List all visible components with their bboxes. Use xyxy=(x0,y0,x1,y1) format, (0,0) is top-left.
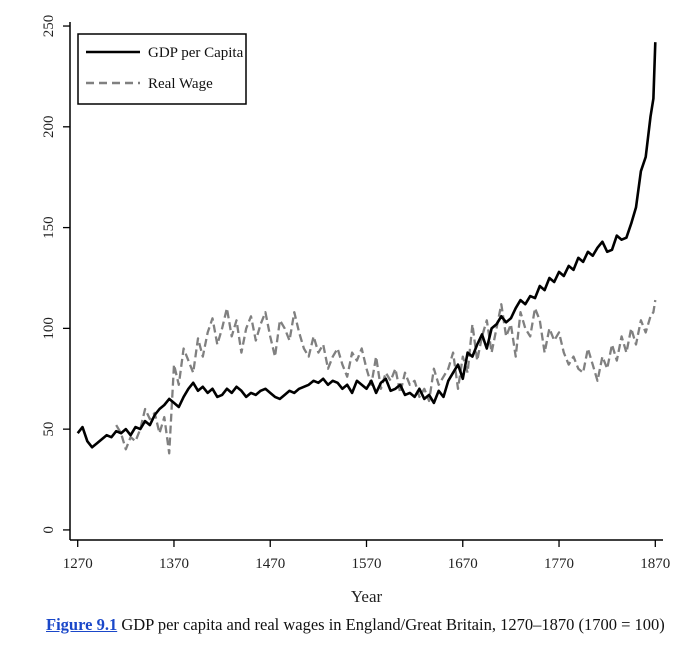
legend-label-gdp: GDP per Capita xyxy=(148,45,244,61)
y-tick-label: 150 xyxy=(41,216,57,239)
legend-box xyxy=(77,33,247,105)
legend: GDP per Capita Real Wage xyxy=(77,33,247,105)
x-tick-label: 1770 xyxy=(544,556,574,572)
caption-text: GDP per capita and real wages in England… xyxy=(117,615,665,634)
figure-link[interactable]: Figure 9.1 xyxy=(46,615,118,634)
x-tick-label: 1570 xyxy=(352,556,382,572)
line-chart: 0 50 100 150 200 250 1270 1370 1470 1570 1670 1770 1… xyxy=(41,15,670,606)
y-tick-label: 0 xyxy=(41,526,57,534)
x-axis-title: Year xyxy=(351,587,383,606)
x-tick-label: 1670 xyxy=(448,556,478,572)
axes: 0 50 100 150 200 250 1270 1370 1470 1570 1670 1770 1… xyxy=(41,15,670,606)
y-tick-label: 200 xyxy=(41,116,57,139)
series-line-gdp-per-capita xyxy=(76,42,657,449)
x-tick-label: 1870 xyxy=(640,556,670,572)
series-layer xyxy=(76,42,657,455)
x-tick-label: 1270 xyxy=(63,556,93,572)
figure-caption: Figure 9.1 GDP per capita and real wages… xyxy=(46,615,686,635)
y-tick-label: 250 xyxy=(41,15,57,38)
x-tick-label: 1370 xyxy=(159,556,189,572)
series-line-real-wage xyxy=(115,299,657,455)
legend-label-real-wage: Real Wage xyxy=(148,76,213,92)
y-tick-label: 50 xyxy=(41,422,57,437)
y-tick-label: 100 xyxy=(41,317,57,340)
x-tick-label: 1470 xyxy=(255,556,285,572)
